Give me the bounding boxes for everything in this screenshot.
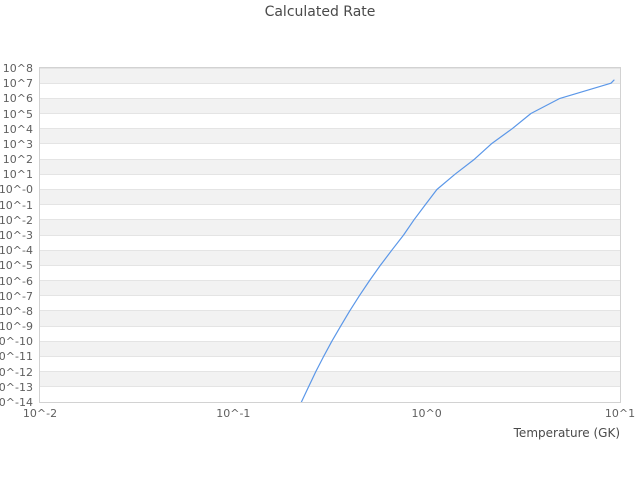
gridline [40,158,620,160]
grid-band [40,68,620,84]
grid-band [40,159,620,175]
gridline [40,310,620,312]
y-tick-label: 10^-3 [0,229,33,242]
grid-band [40,128,620,144]
gridline [40,97,620,99]
gridline [40,188,620,190]
x-tick-label: 10^0 [411,407,442,420]
gridline [40,128,620,130]
y-tick-label: 10^7 [2,77,33,91]
grid-band [40,189,620,205]
y-tick-label: 10^8 [2,62,33,75]
x-tick-label: 10^1 [604,407,636,420]
y-tick-label: 10^-13 [0,380,33,394]
grid-band [40,371,620,387]
x-axis-title: Temperature (GK) [513,426,620,440]
gridline [40,386,620,388]
gridline [40,68,620,69]
y-tick-label: 10^-6 [0,274,33,288]
gridline [40,143,620,145]
y-tick-label: 10^-2 [0,213,33,227]
y-tick-label: 10^-8 [0,304,33,318]
y-tick-label: 10^-12 [0,365,33,379]
rate-curve [300,79,615,402]
grid-band [40,280,620,296]
gridline [40,219,620,221]
grid-band [40,310,620,327]
grid-band [40,341,620,357]
y-tick-label: 10^2 [2,153,33,167]
x-tick-label: 10^-2 [22,407,58,420]
gridline [40,264,620,266]
x-tick-label: 10^-1 [216,407,251,420]
y-tick-label: 10^6 [2,92,33,106]
gridline [40,371,620,373]
y-tick-label: 10^-11 [0,350,33,364]
grid-band [40,219,620,235]
gridline [40,113,620,115]
gridline [40,340,620,342]
gridline [40,295,620,297]
y-tick-label: 10^5 [2,107,33,121]
gridline [40,173,620,175]
gridline [40,204,620,206]
gridline [40,249,620,251]
y-tick-label: 10^-7 [0,289,33,303]
y-tick-label: 10^-14 [0,396,33,409]
gridline [40,234,620,236]
chart-title: Calculated Rate [264,4,376,20]
y-tick-label: 10^4 [2,122,33,136]
y-tick-label: 10^-0 [0,183,33,197]
gridline [40,280,620,282]
y-tick-label: 10^-5 [0,259,33,273]
y-tick-label: 10^3 [2,137,33,151]
gridline [40,325,620,327]
y-tick-label: 10^-4 [0,244,33,258]
rate-curve-svg [300,79,615,402]
gridline [40,355,620,357]
y-tick-label: 10^-1 [0,198,33,212]
y-tick-label: 10^1 [2,168,33,182]
y-tick-label: 10^-9 [0,320,33,334]
gridline [40,82,620,84]
grid-band [40,250,620,266]
plot-area [39,67,621,403]
gridline [40,401,620,402]
y-tick-label: 10^-10 [0,335,33,349]
grid-band [40,98,620,114]
